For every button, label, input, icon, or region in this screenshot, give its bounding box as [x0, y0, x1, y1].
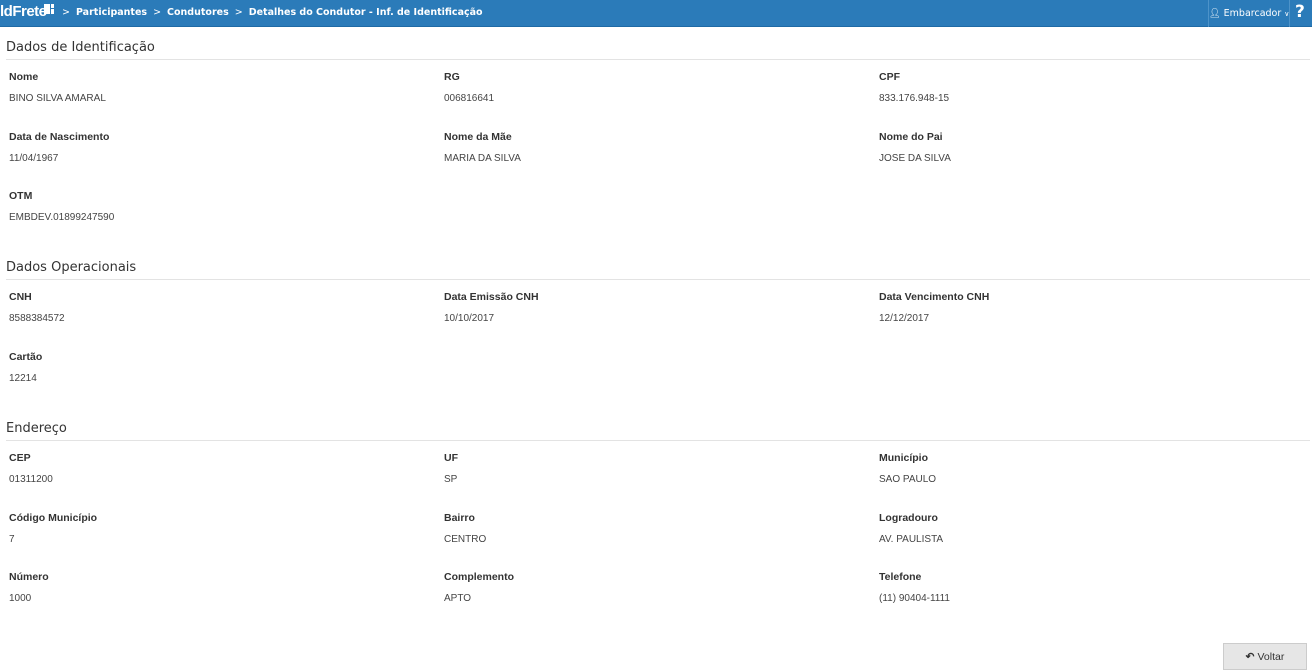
field-label: OTM	[9, 190, 33, 202]
field-label: Telefone	[879, 571, 922, 583]
field: Cartão 12214	[9, 350, 43, 384]
field-value: AV. PAULISTA	[879, 533, 944, 545]
breadcrumb-current: Detalhes do Condutor - Inf. de Identific…	[248, 7, 483, 18]
section-title: Dados de Identificação	[6, 40, 1310, 60]
field-label: CNH	[9, 291, 32, 303]
field: RG 006816641	[444, 71, 494, 104]
field-value: 833.176.948-15	[879, 93, 950, 104]
field-label: Logradouro	[879, 511, 938, 524]
help-button[interactable]: ?	[1295, 2, 1305, 22]
field-label: RG	[444, 71, 460, 83]
field: Data de Nascimento 11/04/1967	[9, 130, 110, 164]
field-label: Data de Nascimento	[9, 130, 110, 143]
field-label: Cartão	[9, 350, 43, 363]
field-label: Bairro	[444, 511, 475, 524]
field-label: Data Emissão CNH	[444, 291, 539, 303]
field: OTM EMBDEV.01899247590	[9, 190, 114, 223]
back-label: Voltar	[1257, 650, 1285, 663]
field-label: Código Município	[9, 511, 98, 524]
chevron-right-icon: >	[153, 7, 162, 18]
field: Código Município 7	[9, 511, 98, 545]
chevron-down-icon: ∨	[1284, 9, 1290, 18]
user-menu[interactable]: 👤︎ Embarcador ∨	[1208, 0, 1290, 27]
field-value: 006816641	[444, 93, 495, 104]
top-navbar: ldFrete > Participantes > Condutores > D…	[0, 0, 1312, 27]
logo-mark-icon	[44, 4, 54, 14]
chevron-right-icon: >	[62, 7, 70, 18]
field-value: MARIA DA SILVA	[444, 152, 521, 164]
field: Número 1000	[9, 571, 49, 604]
field-value: 8588384572	[9, 313, 65, 324]
field: CNH 8588384572	[9, 291, 65, 324]
field: UF SP	[444, 452, 458, 485]
undo-icon: ↶	[1245, 650, 1255, 663]
field: Complemento APTO	[444, 571, 515, 604]
section-title: Dados Operacionais	[6, 260, 1310, 280]
field-value: JOSE DA SILVA	[879, 152, 951, 164]
field-value: APTO	[444, 593, 472, 604]
field: CPF 833.176.948-15	[879, 71, 949, 104]
field-value: 11/04/1967	[9, 152, 59, 164]
field-value: 10/10/2017	[444, 313, 495, 324]
field: Logradouro AV. PAULISTA	[879, 511, 943, 545]
user-name: Embarcador	[1223, 8, 1282, 19]
back-button[interactable]: ↶ Voltar	[1223, 643, 1307, 670]
field: Município SAO PAULO	[879, 452, 936, 485]
field-label: Nome da Mãe	[444, 130, 512, 143]
field-label: Nome do Pai	[879, 130, 943, 143]
breadcrumb: > Participantes > Condutores > Detalhes …	[62, 7, 483, 18]
field-value: SP	[444, 474, 458, 485]
field: Data Emissão CNH 10/10/2017	[444, 291, 539, 324]
field-label: Município	[879, 452, 928, 464]
field: CEP 01311200	[9, 452, 53, 485]
field-value: EMBDEV.01899247590	[9, 212, 115, 223]
logo[interactable]: ldFrete	[0, 3, 47, 20]
user-icon: 👤︎	[1208, 8, 1221, 19]
field-value: BINO SILVA AMARAL	[9, 93, 106, 104]
breadcrumb-participantes[interactable]: Participantes	[75, 7, 148, 18]
field-value: (11) 90404-1111	[879, 593, 950, 604]
field: Nome BINO SILVA AMARAL	[9, 71, 106, 104]
field: Nome da Mãe MARIA DA SILVA	[444, 130, 521, 164]
field-label: Nome	[9, 71, 39, 83]
field-value: 1000	[9, 593, 32, 604]
section-title: Endereço	[6, 421, 1310, 441]
field: Data Vencimento CNH 12/12/2017	[879, 291, 990, 324]
field-value: 7	[9, 533, 15, 545]
field: Telefone (11) 90404-1111	[879, 571, 950, 604]
breadcrumb-condutores[interactable]: Condutores	[167, 7, 229, 18]
field-label: Número	[9, 571, 49, 583]
field-label: Complemento	[444, 571, 515, 583]
field: Bairro CENTRO	[444, 511, 486, 545]
field: Nome do Pai JOSE DA SILVA	[879, 130, 951, 164]
field-value: SAO PAULO	[879, 474, 937, 485]
field-value: 12/12/2017	[879, 313, 930, 324]
field-label: CPF	[879, 71, 900, 83]
field-value: 12214	[9, 372, 37, 384]
field-value: 01311200	[9, 474, 53, 485]
chevron-right-icon: >	[234, 7, 243, 18]
field-value: CENTRO	[444, 533, 487, 545]
field-label: Data Vencimento CNH	[879, 291, 990, 303]
field-label: CEP	[9, 452, 31, 464]
field-label: UF	[444, 452, 458, 464]
